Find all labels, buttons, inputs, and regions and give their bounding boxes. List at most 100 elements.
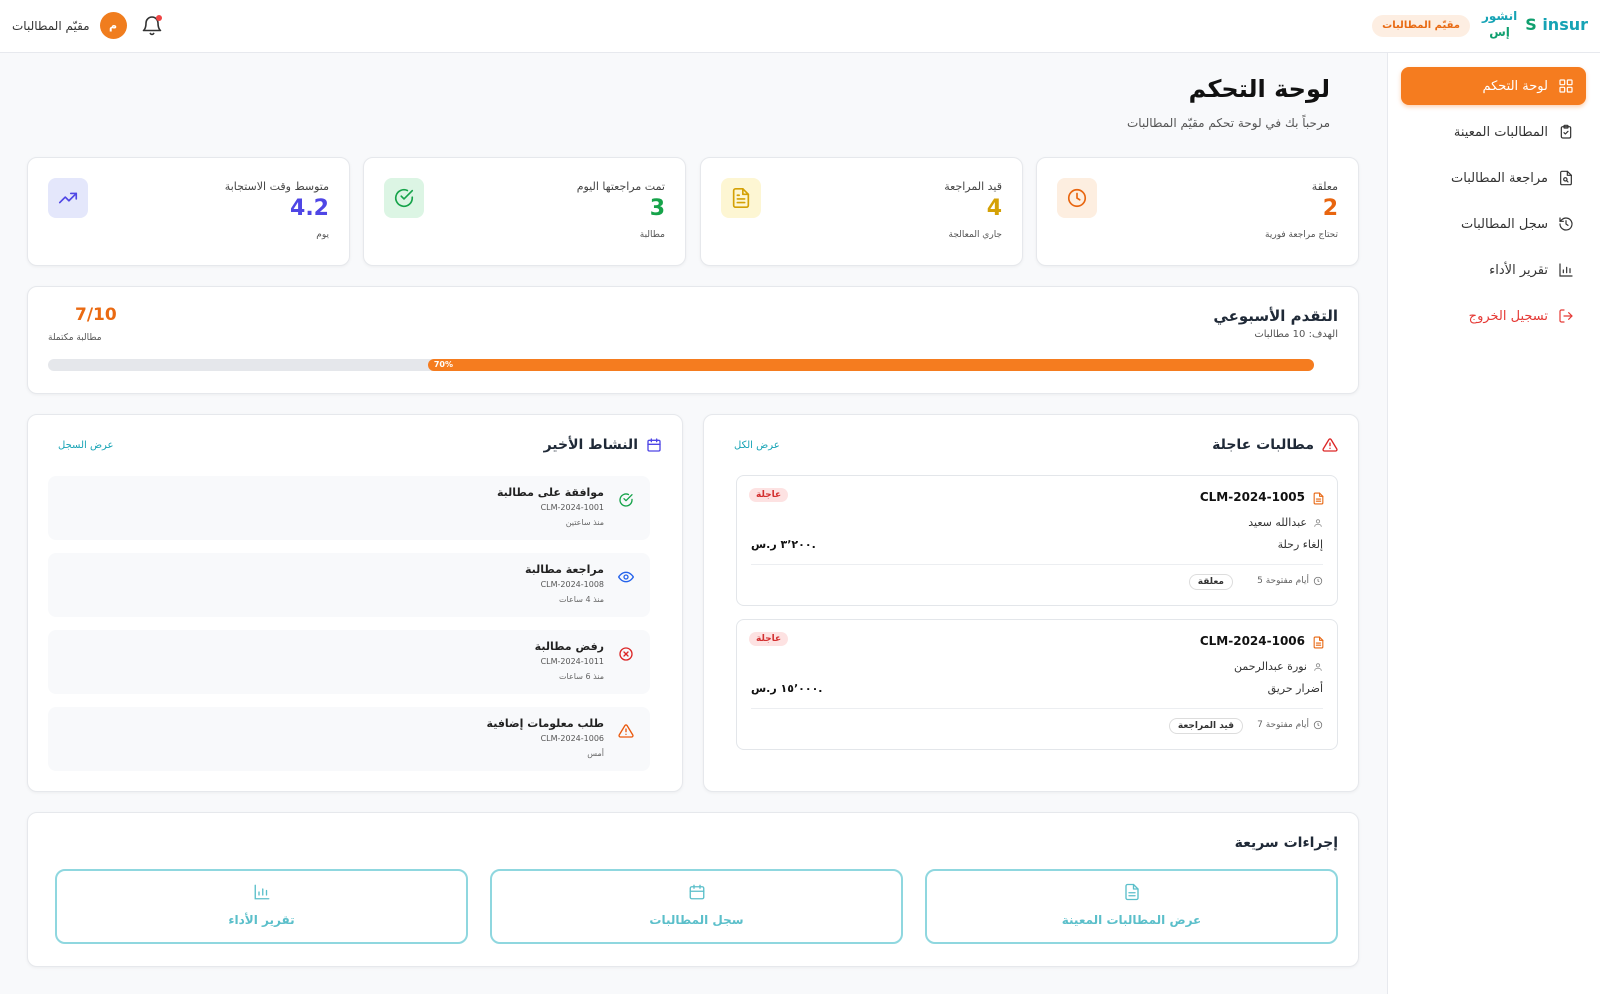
urgent-badge: عاجلة <box>749 632 789 646</box>
top-bar: انشور إس S insur مقيّم المطالبات مقيّم ا… <box>0 0 1600 53</box>
trending-up-icon <box>48 178 88 218</box>
sidebar-item-logout[interactable]: تسجيل الخروج <box>1401 297 1586 335</box>
page-title: لوحة التحكم <box>1188 75 1330 103</box>
brand-logo[interactable]: انشور إس S insur <box>1482 8 1588 40</box>
sidebar-item-label: تقرير الأداء <box>1489 262 1548 278</box>
brand-name: insur <box>1542 14 1588 34</box>
urgent-claims-card: مطالبات عاجلة عرض الكل CLM-2024-1005 عاج… <box>703 414 1359 792</box>
activity-item[interactable]: موافقة على مطالبة CLM-2024-1001 منذ ساعت… <box>48 476 650 540</box>
stat-sub: مطالبة <box>639 230 665 240</box>
activity-claim-id: CLM-2024-1011 <box>540 657 604 666</box>
clock-icon <box>1057 178 1097 218</box>
activity-time: أمس <box>587 749 604 758</box>
sidebar-item-label: مراجعة المطالبات <box>1451 170 1548 186</box>
stat-value: 2 <box>1322 196 1338 221</box>
claim-amount: ٣٬٢٠٠ ر.س. <box>751 538 816 551</box>
brand-ar-line1: انشور <box>1481 9 1518 23</box>
weekly-count: 7/10 <box>75 305 117 325</box>
urgent-claim-card[interactable]: CLM-2024-1006 عاجلة نورة عبدالرحمن أضرار… <box>736 619 1338 750</box>
x-circle-icon <box>619 647 633 661</box>
role-badge: مقيّم المطالبات <box>1372 15 1470 37</box>
brand-arabic: انشور إس <box>1482 8 1517 40</box>
stat-card-in-review: قيد المراجعة 4 جاري المعالجة <box>700 157 1023 266</box>
activity-title: مراجعة مطالبة <box>524 563 604 576</box>
progress-bar-fill: 70% <box>427 359 1314 371</box>
claim-days-text: 7 أيام مفتوحة <box>1257 720 1309 730</box>
quick-actions-title: إجراءات سريعة <box>1234 835 1338 851</box>
stat-label: معلقة <box>1311 180 1338 193</box>
sidebar: لوحة التحكم المطالبات المعينة مراجعة الم… <box>1387 53 1600 994</box>
quick-action-label: عرض المطالبات المعينة <box>1061 913 1202 927</box>
claim-id: CLM-2024-1005 <box>1199 490 1305 504</box>
user-icon <box>1314 663 1322 671</box>
stat-value: 3 <box>649 196 665 221</box>
stat-sub: جاري المعالجة <box>948 230 1002 240</box>
claim-days-open: 5 أيام مفتوحة <box>1257 576 1323 586</box>
quick-action-label: تقرير الأداء <box>228 913 295 927</box>
brand-ar-line2: إس <box>1489 25 1510 39</box>
stat-value: 4 <box>986 196 1002 221</box>
sidebar-item-label: تسجيل الخروج <box>1468 308 1548 324</box>
activity-title: طلب معلومات إضافية <box>486 717 604 730</box>
status-badge: قيد المراجعة <box>1168 718 1243 734</box>
weekly-progress-card: التقدم الأسبوعي الهدف: 10 مطالبات 7/10 م… <box>27 286 1359 394</box>
view-log-link[interactable]: عرض السجل <box>58 440 114 451</box>
document-icon <box>1313 492 1324 505</box>
brand-wordmark: S insur <box>1525 15 1588 34</box>
claim-type: إلغاء رحلة <box>1277 538 1323 551</box>
recent-activity-title: النشاط الأخير <box>544 437 662 453</box>
stat-value: 4.2 <box>290 196 329 221</box>
sidebar-item-review-claims[interactable]: مراجعة المطالبات <box>1401 159 1586 197</box>
avatar: م <box>99 12 127 39</box>
warning-icon <box>1322 438 1338 452</box>
document-icon <box>721 178 761 218</box>
page-subtitle: مرحباً بك في لوحة تحكم مقيّم المطالبات <box>1127 116 1330 130</box>
urgent-claims-title: مطالبات عاجلة <box>1212 437 1338 453</box>
activity-time: منذ ساعتين <box>565 518 604 527</box>
claim-person: نورة عبدالرحمن <box>1234 660 1307 673</box>
clipboard-check-icon <box>1560 124 1572 139</box>
quick-action-performance-report-button[interactable]: تقرير الأداء <box>55 869 468 944</box>
activity-item[interactable]: طلب معلومات إضافية CLM-2024-1006 أمس <box>48 707 650 771</box>
quick-action-assigned-claims-button[interactable]: عرض المطالبات المعينة <box>925 869 1338 944</box>
clock-icon <box>1313 576 1323 586</box>
activity-item[interactable]: رفض مطالبة CLM-2024-1011 منذ 6 ساعات <box>48 630 650 694</box>
file-search-icon <box>1560 170 1572 186</box>
notification-bell-icon[interactable] <box>140 14 164 38</box>
clock-icon <box>1313 720 1323 730</box>
eye-icon <box>618 571 634 583</box>
activity-claim-id: CLM-2024-1001 <box>540 503 604 512</box>
claim-days-text: 5 أيام مفتوحة <box>1257 576 1309 586</box>
user-name: مقيّم المطالبات <box>12 18 90 33</box>
user-icon <box>1314 519 1322 527</box>
progress-label: 70% <box>433 360 453 369</box>
sidebar-item-performance-report[interactable]: تقرير الأداء <box>1401 251 1586 289</box>
logout-icon <box>1559 309 1573 323</box>
stat-sub: تحتاج مراجعة فورية <box>1265 230 1338 240</box>
claim-type: أضرار حريق <box>1267 682 1323 695</box>
sidebar-item-dashboard[interactable]: لوحة التحكم <box>1401 67 1586 105</box>
urgent-claim-card[interactable]: CLM-2024-1005 عاجلة عبدالله سعيد إلغاء ر… <box>736 475 1338 606</box>
user-menu[interactable]: مقيّم المطالبات م <box>12 12 127 39</box>
claim-days-open: 7 أيام مفتوحة <box>1257 720 1323 730</box>
document-icon <box>1125 883 1139 901</box>
view-all-link[interactable]: عرض الكل <box>734 440 780 451</box>
activity-item[interactable]: مراجعة مطالبة CLM-2024-1008 منذ 4 ساعات <box>48 553 650 617</box>
quick-action-claims-history-button[interactable]: سجل المطالبات <box>490 869 903 944</box>
recent-activity-title-text: النشاط الأخير <box>543 437 638 453</box>
activity-title: رفض مطالبة <box>534 640 604 653</box>
sidebar-item-claims-history[interactable]: سجل المطالبات <box>1401 205 1586 243</box>
activity-title: موافقة على مطالبة <box>496 486 604 499</box>
urgent-badge: عاجلة <box>749 488 789 502</box>
sidebar-item-label: المطالبات المعينة <box>1453 124 1548 140</box>
sidebar-item-assigned-claims[interactable]: المطالبات المعينة <box>1401 113 1586 151</box>
claim-person: عبدالله سعيد <box>1248 516 1307 529</box>
divider <box>751 564 1323 565</box>
activity-claim-id: CLM-2024-1008 <box>540 580 604 589</box>
divider <box>751 708 1323 709</box>
claim-id: CLM-2024-1006 <box>1199 634 1305 648</box>
activity-claim-id: CLM-2024-1006 <box>540 734 604 743</box>
stat-label: تمت مراجعتها اليوم <box>576 180 665 193</box>
stat-card-reviewed-today: تمت مراجعتها اليوم 3 مطالبة <box>363 157 686 266</box>
calendar-icon <box>647 438 661 452</box>
